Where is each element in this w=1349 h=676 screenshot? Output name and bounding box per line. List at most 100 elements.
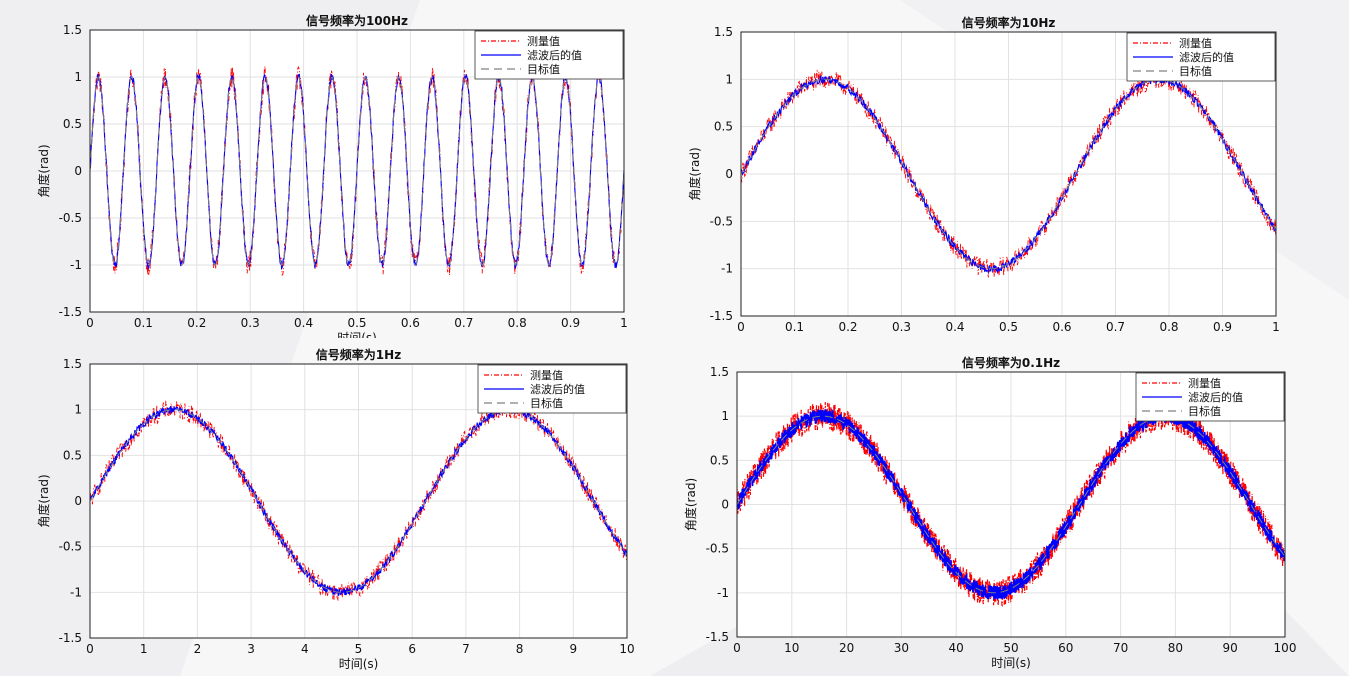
c2-xtick-label-7: 7 xyxy=(462,642,470,656)
c0-legend-label-1: 滤波后的值 xyxy=(527,48,582,62)
c3-xtick-label-10: 100 xyxy=(1274,641,1297,655)
c0-ytick-label-1: 1 xyxy=(74,70,82,84)
c0-xtick-label-1: 0.1 xyxy=(134,316,153,330)
c2-xtick-label-10: 10 xyxy=(619,642,634,656)
c3-xtick-label-4: 40 xyxy=(949,641,964,655)
c0-xtick-label-3: 0.3 xyxy=(241,316,260,330)
c2-series-line-2 xyxy=(90,409,627,593)
c2-xtick-label-9: 9 xyxy=(569,642,577,656)
c1-ytick-label-4: -0.5 xyxy=(710,214,733,228)
c3-legend-label-1: 滤波后的值 xyxy=(1188,390,1243,404)
c0-ytick-label-6: -1.5 xyxy=(59,305,82,319)
chart-panel-100hz: 0 0.1 0.2 0.3 0.4 0.5 0.6 0.7 0.8 0.9 1 1.5 1 0.5 0 -0.… xyxy=(36,13,628,338)
c0-xtick-label-2: 0.2 xyxy=(187,316,206,330)
c0-ytick-label-4: -0.5 xyxy=(59,211,82,225)
chart-panel-10hz: 0 0.1 0.2 0.3 0.4 0.5 0.6 0.7 0.8 0.9 1 1.5 1 0.5 0 -0.… xyxy=(687,15,1280,334)
c0-xtick-label-4: 0.4 xyxy=(294,316,313,330)
c3-y-axis-label: 角度(rad) xyxy=(683,478,698,531)
c0-y-axis-label: 角度(rad) xyxy=(36,144,51,197)
c2-xtick-label-0: 0 xyxy=(86,642,94,656)
c1-xtick-label-4: 0.4 xyxy=(945,320,964,334)
c1-ytick-label-5: -1 xyxy=(721,262,733,276)
c1-xtick-label-10: 1 xyxy=(1272,320,1280,334)
c1-legend-label-2: 目标值 xyxy=(1179,64,1212,78)
c2-xtick-label-8: 8 xyxy=(516,642,524,656)
c0-legend-label-0: 测量值 xyxy=(527,35,560,48)
c2-y-axis-label: 角度(rad) xyxy=(36,474,51,527)
c1-xtick-label-5: 0.5 xyxy=(999,320,1018,334)
c0-xtick-label-9: 0.9 xyxy=(561,316,580,330)
c2-ytick-label-0: 1.5 xyxy=(63,357,82,371)
c1-xtick-label-1: 0.1 xyxy=(785,320,804,334)
c1-legend-label-1: 滤波后的值 xyxy=(1179,50,1234,64)
c2-ytick-label-5: -1 xyxy=(70,585,82,599)
c1-axes-box xyxy=(740,31,1277,317)
c2-xtick-label-1: 1 xyxy=(140,642,148,656)
c1-xtick-label-8: 0.8 xyxy=(1159,320,1178,334)
c3-ytick-label-4: -0.5 xyxy=(706,542,729,556)
c3-ytick-label-5: -1 xyxy=(717,586,729,600)
c3-axes-box xyxy=(736,371,1286,638)
c3-x-axis-label: 时间(s) xyxy=(991,656,1031,670)
c0-xtick-label-7: 0.7 xyxy=(454,316,473,330)
c3-xtick-label-9: 90 xyxy=(1223,641,1238,655)
c1-series-line-2 xyxy=(741,78,1276,270)
c2-xtick-label-5: 5 xyxy=(355,642,363,656)
c1-series-line-1 xyxy=(741,74,1276,275)
c3-series-line-2 xyxy=(737,415,1285,594)
c2-legend-label-0: 测量值 xyxy=(530,369,563,382)
chart-panel-0-1hz: 0 10 20 30 40 50 60 70 80 90 100 1.5 1 0.5 0 -0.5 -1 -1.5… xyxy=(683,355,1297,670)
c1-xtick-label-7: 0.7 xyxy=(1106,320,1125,334)
c0-xtick-label-10: 1 xyxy=(620,316,628,330)
c2-ytick-label-4: -0.5 xyxy=(59,540,82,554)
c0-ytick-label-0: 1.5 xyxy=(63,23,82,37)
c0-axes-box xyxy=(89,29,625,313)
c0-legend-label-2: 目标值 xyxy=(527,62,560,76)
c2-xtick-label-4: 4 xyxy=(301,642,309,656)
c3-xtick-label-1: 10 xyxy=(784,641,799,655)
c3-ytick-label-6: -1.5 xyxy=(706,630,729,644)
c1-legend-label-0: 测量值 xyxy=(1179,37,1212,50)
c2-ytick-label-6: -1.5 xyxy=(59,631,82,645)
c1-xtick-label-9: 0.9 xyxy=(1213,320,1232,334)
c3-chart-title: 信号频率为0.1Hz xyxy=(962,355,1060,370)
c2-xtick-label-6: 6 xyxy=(408,642,416,656)
c0-chart-title: 信号频率为100Hz xyxy=(306,13,408,28)
c1-xtick-label-2: 0.2 xyxy=(838,320,857,334)
c0-series-line-2 xyxy=(90,76,624,266)
c0-xtick-label-5: 0.5 xyxy=(347,316,366,330)
c3-xtick-label-0: 0 xyxy=(733,641,741,655)
c3-xtick-label-2: 20 xyxy=(839,641,854,655)
c3-ytick-label-1: 1 xyxy=(721,409,729,423)
c3-legend-label-0: 测量值 xyxy=(1188,377,1221,390)
c0-xtick-label-6: 0.6 xyxy=(401,316,420,330)
c0-x-axis-label: 时间(s) xyxy=(337,331,377,338)
c2-x-axis-label: 时间(s) xyxy=(339,657,379,671)
c1-chart-title: 信号频率为10Hz xyxy=(962,15,1056,30)
c2-legend-label-1: 滤波后的值 xyxy=(530,382,585,396)
c0-ytick-label-3: 0 xyxy=(74,164,82,178)
c3-xtick-label-5: 50 xyxy=(1003,641,1018,655)
c3-xtick-label-7: 70 xyxy=(1113,641,1128,655)
c3-ytick-label-3: 0 xyxy=(721,498,729,512)
c1-ytick-label-1: 1 xyxy=(725,72,733,86)
c3-ytick-label-2: 0.5 xyxy=(710,453,729,467)
c2-ytick-label-3: 0 xyxy=(74,494,82,508)
c2-axes-box xyxy=(89,363,628,639)
c0-ytick-label-5: -1 xyxy=(70,258,82,272)
c1-xtick-label-3: 0.3 xyxy=(892,320,911,334)
c3-legend-label-2: 目标值 xyxy=(1188,404,1221,418)
c1-xtick-label-0: 0 xyxy=(737,320,745,334)
c2-xtick-label-2: 2 xyxy=(194,642,202,656)
c3-ytick-label-0: 1.5 xyxy=(710,365,729,379)
c0-xtick-label-0: 0 xyxy=(86,316,94,330)
c1-ytick-label-3: 0 xyxy=(725,167,733,181)
c2-ytick-label-2: 0.5 xyxy=(63,448,82,462)
c0-ytick-label-2: 0.5 xyxy=(63,117,82,131)
c0-xtick-label-8: 0.8 xyxy=(508,316,527,330)
c3-xtick-label-3: 30 xyxy=(894,641,909,655)
c1-ytick-label-6: -1.5 xyxy=(710,309,733,323)
c3-xtick-label-6: 60 xyxy=(1058,641,1073,655)
c1-ytick-label-2: 0.5 xyxy=(714,120,733,134)
c2-xtick-label-3: 3 xyxy=(247,642,255,656)
